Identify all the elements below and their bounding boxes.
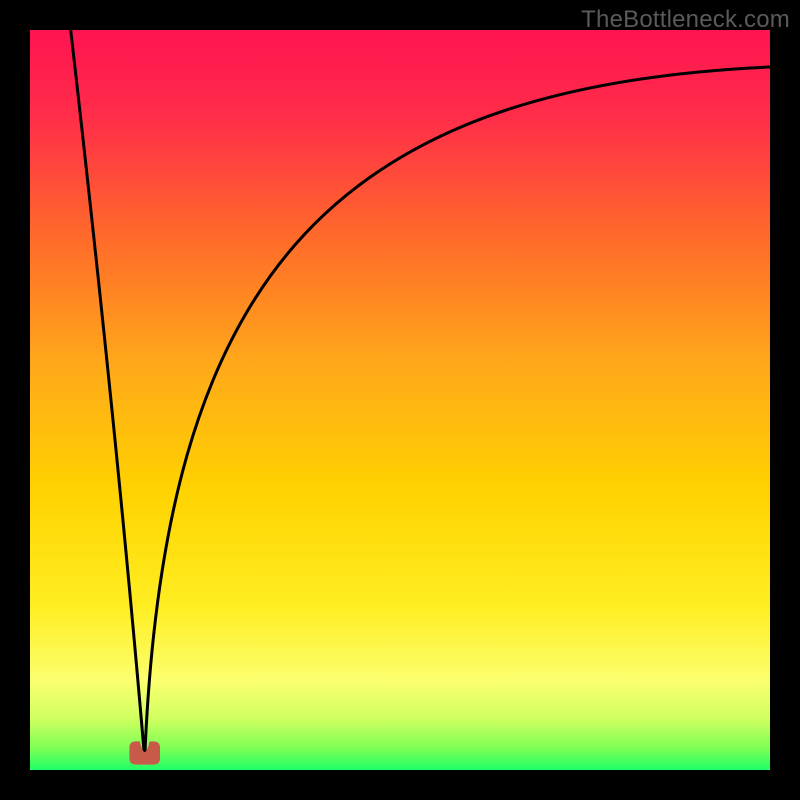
plot-area [30, 30, 770, 770]
outer-frame: TheBottleneck.com [0, 0, 800, 800]
bottleneck-curve [30, 30, 770, 770]
